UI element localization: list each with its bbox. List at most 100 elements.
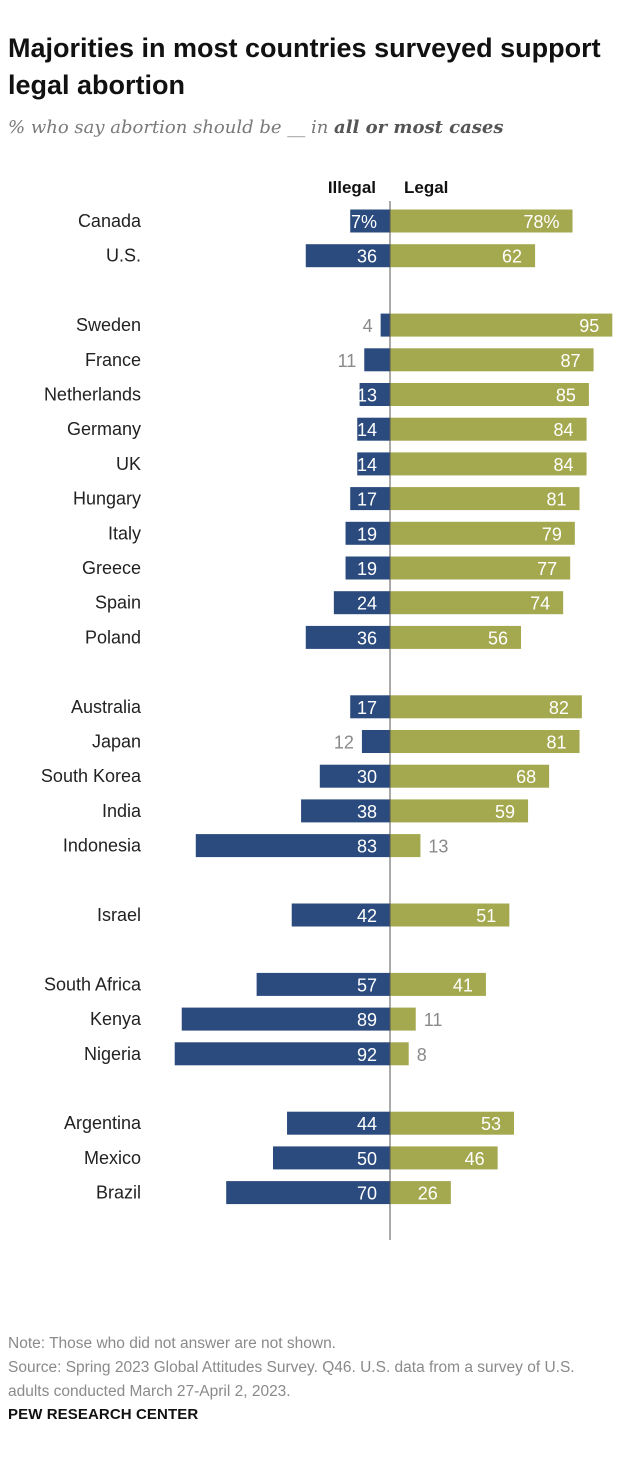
bar-legal [390, 625, 522, 649]
bar-legal [390, 1007, 416, 1031]
bar-illegal [305, 244, 390, 268]
value-label-illegal: 12 [334, 733, 354, 753]
bar-illegal [273, 1146, 390, 1170]
category-label: UK [116, 454, 141, 474]
footnote: Note: Those who did not answer are not s… [8, 1332, 613, 1404]
value-label-legal: 77 [537, 559, 557, 579]
bar-legal [390, 695, 582, 719]
value-label-legal: 59 [495, 802, 515, 822]
value-label-illegal: 36 [357, 628, 377, 648]
bar-legal [390, 972, 486, 996]
subtitle-prefix: % who say abortion should be __ in [8, 117, 329, 138]
bar-legal [390, 1181, 451, 1205]
value-label-illegal: 83 [357, 837, 377, 857]
value-label-illegal: 13 [357, 386, 377, 406]
bar-illegal [345, 521, 390, 545]
bar-illegal [333, 591, 390, 615]
bar-illegal [350, 487, 390, 511]
bar-legal [390, 903, 510, 927]
value-label-illegal: 19 [357, 559, 377, 579]
value-label-illegal: 17 [357, 490, 377, 510]
value-label-legal: 95 [579, 316, 599, 336]
value-label-illegal: 44 [357, 1114, 377, 1134]
value-label-illegal: 14 [357, 455, 377, 475]
bar-illegal [345, 556, 390, 580]
bar-illegal [291, 903, 390, 927]
value-label-legal: 82 [549, 698, 569, 718]
category-label: Sweden [76, 315, 141, 335]
value-label-legal: 79 [542, 524, 562, 544]
value-label-legal: 56 [488, 628, 508, 648]
category-label: South Korea [41, 766, 142, 786]
category-label: Spain [95, 593, 141, 613]
bar-illegal [287, 1111, 390, 1135]
bar-legal [390, 313, 613, 337]
bar-legal [390, 1042, 409, 1066]
category-label: U.S. [106, 246, 141, 266]
bar-illegal [357, 452, 390, 476]
value-label-illegal: 4 [363, 316, 373, 336]
value-label-illegal: 17 [357, 698, 377, 718]
value-label-legal: 85 [556, 386, 576, 406]
bar-legal [390, 452, 587, 476]
value-label-legal: 87 [561, 351, 581, 371]
bar-legal [390, 1146, 498, 1170]
value-label-illegal: 19 [357, 524, 377, 544]
value-label-illegal: 50 [357, 1149, 377, 1169]
category-label: Argentina [64, 1113, 142, 1133]
value-label-legal: 11 [424, 1010, 443, 1030]
value-label-illegal: 11 [338, 351, 357, 371]
bar-legal [390, 383, 589, 406]
category-label: Kenya [90, 1009, 142, 1029]
bar-legal [390, 521, 575, 545]
category-label: Indonesia [63, 836, 142, 856]
note-text: Note: Those who did not answer are not s… [8, 1335, 336, 1352]
value-label-illegal: 17% [341, 212, 377, 232]
category-label: Italy [108, 523, 141, 543]
value-label-illegal: 36 [357, 247, 377, 267]
bar-legal [390, 244, 536, 268]
value-label-legal: 78% [523, 212, 559, 232]
category-label: Mexico [84, 1148, 141, 1168]
value-label-legal: 8 [417, 1045, 427, 1065]
value-label-legal: 84 [554, 420, 574, 440]
value-label-legal: 41 [453, 975, 473, 995]
category-label: France [85, 350, 141, 370]
bar-illegal [256, 972, 390, 996]
value-label-legal: 53 [481, 1114, 501, 1134]
value-label-legal: 62 [502, 247, 522, 267]
bar-legal [390, 730, 580, 753]
category-label: Poland [85, 627, 141, 647]
header-illegal: Illegal [328, 178, 376, 197]
value-label-legal: 81 [547, 490, 567, 510]
category-label: Australia [71, 697, 142, 717]
value-label-legal: 46 [465, 1149, 485, 1169]
bar-legal [390, 834, 421, 858]
category-label: Japan [92, 732, 141, 752]
value-label-illegal: 92 [357, 1045, 377, 1065]
bar-illegal [305, 625, 390, 649]
bar-legal [390, 417, 587, 441]
bar-illegal [319, 764, 390, 788]
bar-illegal [181, 1007, 390, 1031]
value-label-legal: 51 [476, 906, 496, 926]
bar-illegal [174, 1042, 390, 1066]
category-label: Nigeria [84, 1044, 142, 1064]
category-label: South Africa [44, 974, 142, 994]
category-label: India [102, 801, 142, 821]
bar-illegal [380, 313, 390, 337]
chart-subtitle: % who say abortion should be __ in all o… [8, 117, 504, 138]
category-label: Germany [67, 419, 141, 439]
bar-legal [390, 799, 529, 823]
value-label-legal: 74 [530, 594, 550, 614]
bar-illegal [364, 348, 390, 372]
bar-illegal [350, 209, 390, 233]
bar-illegal [350, 695, 390, 719]
bar-illegal [301, 799, 390, 823]
category-label: Netherlands [44, 385, 141, 405]
bar-illegal [226, 1181, 390, 1205]
category-label: Hungary [73, 489, 141, 509]
value-label-illegal: 14 [357, 420, 377, 440]
bar-legal [390, 764, 550, 788]
value-label-legal: 13 [428, 837, 448, 857]
